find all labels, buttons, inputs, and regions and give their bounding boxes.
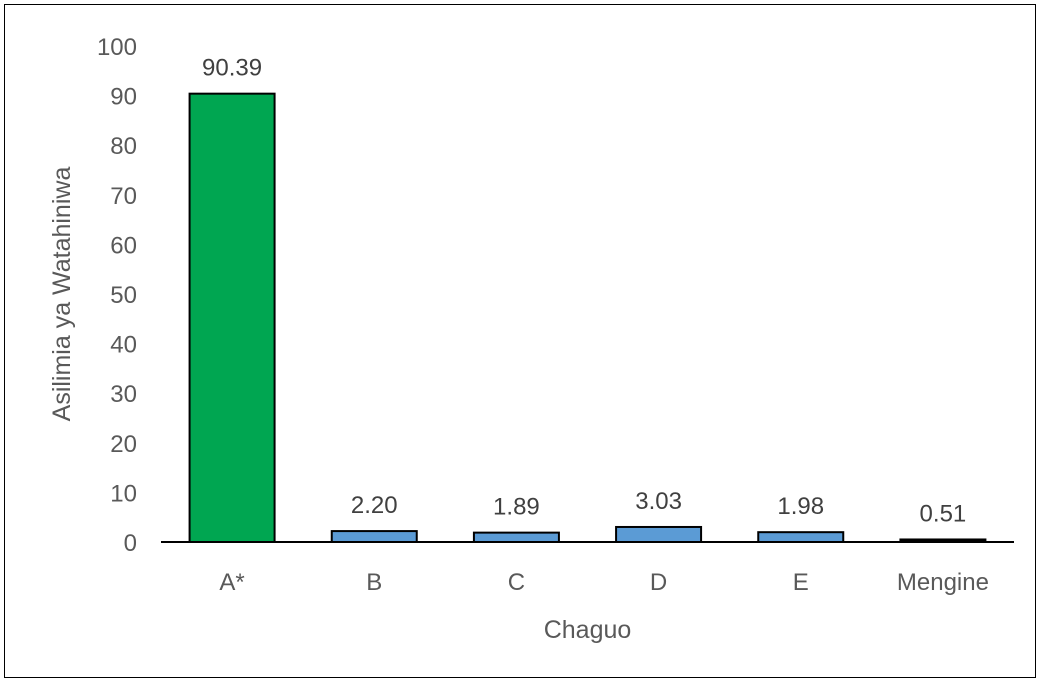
y-axis-title: Asilimia ya Watahiniwa [48,167,76,422]
x-tick-label: D [650,569,667,596]
y-tick-label: 50 [110,282,137,309]
data-label: 90.39 [202,55,262,82]
bar [188,92,276,544]
y-tick-label: 100 [97,34,137,61]
y-tick-label: 60 [110,232,137,259]
y-tick-label: 80 [110,133,137,160]
data-label: 2.20 [351,492,398,519]
data-label: 3.03 [635,488,682,515]
bar [330,530,418,544]
data-label: 1.98 [777,493,824,520]
x-tick-label: B [366,569,382,596]
y-tick-label: 40 [110,332,137,359]
y-tick-label: 10 [110,480,137,507]
chart-frame [4,4,1036,678]
y-axis-ticks: 0 10 20 30 40 50 60 70 80 90 100 [97,34,137,557]
x-tick-label: A* [219,569,244,596]
x-axis-ticks: A* B C D E Mengine [219,569,989,596]
y-tick-label: 70 [110,183,137,210]
x-tick-label: C [508,569,525,596]
bar [615,525,703,543]
x-axis-title: Chaguo [544,616,632,644]
data-labels: 90.39 2.20 1.89 3.03 1.98 0.51 [202,55,966,528]
y-tick-label: 20 [110,431,137,458]
x-tick-label: E [793,569,809,596]
x-tick-label: Mengine [897,569,989,596]
bar [757,531,845,543]
y-tick-label: 0 [124,530,137,557]
y-tick-label: 90 [110,84,137,111]
bars [188,92,987,544]
data-label: 1.89 [493,494,540,521]
y-tick-label: 30 [110,381,137,408]
data-label: 0.51 [920,500,967,527]
bar [472,531,560,544]
